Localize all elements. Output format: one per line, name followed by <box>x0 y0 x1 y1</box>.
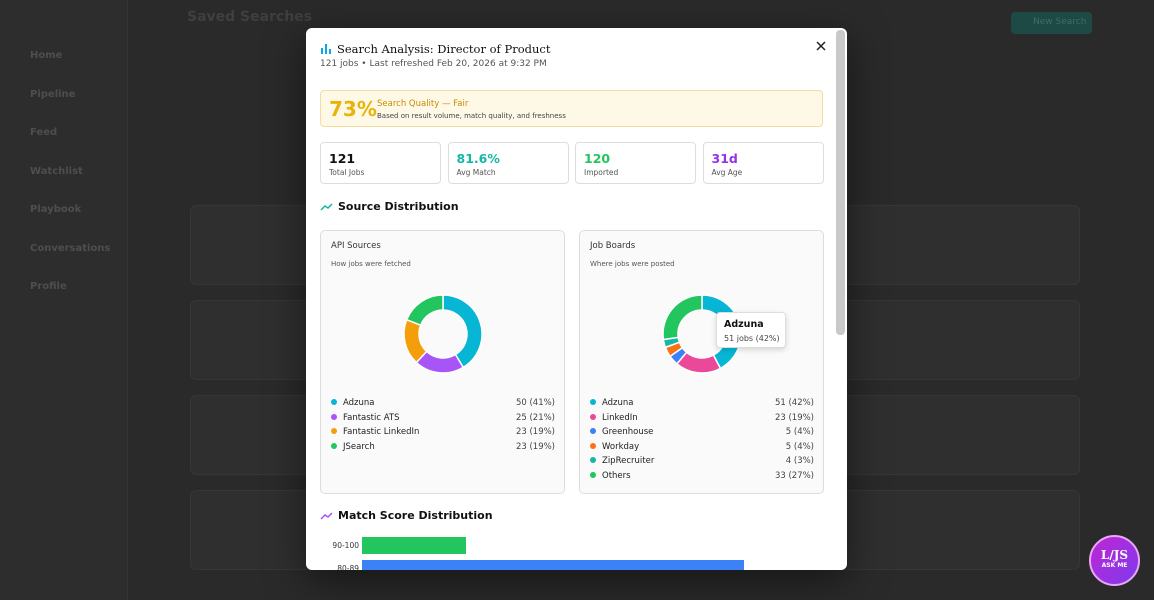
donut-slice <box>442 294 483 369</box>
scrollbar[interactable] <box>836 30 845 335</box>
assistant-logo: L/JS <box>1100 548 1129 562</box>
legend-name: Workday <box>602 441 640 452</box>
nav-item: Feed <box>30 127 58 138</box>
legend-row: Fantastic ATS 25 (21%) <box>331 413 555 423</box>
legend-value: 23 (19%) <box>774 412 814 423</box>
tooltip-title: Adzuna <box>724 319 764 330</box>
stat-value: 31d <box>711 151 738 166</box>
legend-row: ZipRecruiter 4 (3%) <box>590 456 814 466</box>
legend-name: Others <box>602 470 631 481</box>
chart-subtitle: Where jobs were posted <box>590 260 675 268</box>
legend-row: Adzuna 51 (42%) <box>590 398 814 408</box>
stat-label: Avg Age <box>711 168 743 177</box>
quality-score: 73% <box>329 97 377 121</box>
legend-value: 51 (42%) <box>774 398 814 408</box>
legend-row: Adzuna 50 (41%) <box>331 398 555 408</box>
stat-label: Avg Match <box>456 168 496 177</box>
donut-slice <box>405 294 444 327</box>
sidebar <box>0 0 128 600</box>
stat-card: 81.6% Avg Match <box>447 142 569 184</box>
legend-name: JSearch <box>343 441 375 452</box>
legend-name: Adzuna <box>602 398 634 408</box>
legend-value: 23 (19%) <box>515 441 555 452</box>
legend-name: Adzuna <box>343 398 375 408</box>
modal-title: Search Analysis: Director of Product <box>337 42 551 56</box>
stat-card: 120 Imported <box>575 142 696 184</box>
legend-value: 50 (41%) <box>515 398 555 408</box>
stat-label: Imported <box>584 168 619 177</box>
legend-dot <box>590 442 596 449</box>
modal-subtitle: 121 jobs • Last refreshed Feb 20, 2026 a… <box>320 59 547 69</box>
bar <box>362 560 744 570</box>
legend-value: 5 (4%) <box>785 441 814 452</box>
nav-item: Playbook <box>30 204 82 215</box>
legend-row: Workday 5 (4%) <box>590 442 814 452</box>
legend-row: LinkedIn 23 (19%) <box>590 413 814 423</box>
legend-value: 33 (27%) <box>774 470 814 481</box>
chart-subtitle: How jobs were fetched <box>331 260 411 268</box>
donut-chart <box>403 294 483 374</box>
bar-label: 80-89 <box>337 564 359 570</box>
close-button[interactable] <box>815 40 827 52</box>
nav-item: Home <box>30 50 63 61</box>
stat-card: 121 Total Jobs <box>320 142 441 184</box>
legend-value: 4 (3%) <box>785 456 814 466</box>
legend-name: Fantastic ATS <box>343 412 400 423</box>
new-search-button[interactable]: New Search <box>1011 12 1092 34</box>
legend-dot <box>590 399 596 405</box>
section-heading: Source Distribution <box>338 200 459 213</box>
chart-card: Job Boards Where jobs were posted Adzuna 51… <box>579 230 824 494</box>
legend-dot <box>331 442 337 449</box>
quality-label: Search Quality — Fair <box>377 99 469 109</box>
chart-card: API Sources How jobs were fetched Adzuna 50… <box>320 230 565 494</box>
legend-name: Greenhouse <box>602 427 654 437</box>
donut-slice <box>662 294 703 341</box>
legend-name: Fantastic LinkedIn <box>343 427 420 437</box>
legend-value: 23 (19%) <box>515 427 555 437</box>
legend-value: 5 (4%) <box>785 427 814 437</box>
analysis-modal: Search Analysis: Director of Product 121… <box>306 28 847 570</box>
nav-item: Watchlist <box>30 165 83 177</box>
chart-icon <box>321 44 331 54</box>
legend-name: LinkedIn <box>602 412 638 423</box>
stat-value: 121 <box>329 151 356 166</box>
tooltip-text: 51 jobs (42%) <box>724 334 780 343</box>
legend-dot <box>331 413 337 420</box>
chart-title: API Sources <box>331 241 381 251</box>
stat-card: 31d Avg Age <box>702 142 824 184</box>
legend-row: Others 33 (27%) <box>590 471 814 481</box>
chart-title: Job Boards <box>590 241 636 251</box>
legend-dot <box>331 428 337 434</box>
quality-box: 73% Search Quality — Fair Based on resul… <box>320 90 823 127</box>
legend-dot <box>590 413 596 420</box>
nav-item: Conversations <box>30 242 111 254</box>
legend-dot <box>590 428 596 434</box>
assistant-button[interactable]: L/JS ASK ME <box>1089 535 1140 586</box>
tooltip: Adzuna 51 jobs (42%) <box>716 312 786 348</box>
nav-item: Pipeline <box>30 88 76 100</box>
legend-dot <box>590 471 596 478</box>
legend-row: JSearch 23 (19%) <box>331 442 555 452</box>
assistant-label: ASK ME <box>1101 562 1128 569</box>
legend-name: ZipRecruiter <box>602 456 655 466</box>
donut-slice <box>403 318 428 364</box>
quality-description: Based on result volume, match quality, a… <box>377 112 566 120</box>
legend-dot <box>331 399 337 405</box>
nav-item: Profile <box>30 281 67 292</box>
page-title: Saved Searches <box>187 9 313 25</box>
bar-label: 90-100 <box>332 541 359 550</box>
trend-icon <box>320 512 333 520</box>
stat-value: 81.6% <box>456 151 500 166</box>
bar <box>362 537 467 554</box>
legend-dot <box>590 457 596 463</box>
section-heading: Match Score Distribution <box>338 509 493 522</box>
stat-label: Total Jobs <box>329 168 365 177</box>
legend-row: Greenhouse 5 (4%) <box>590 427 814 437</box>
legend-value: 25 (21%) <box>515 412 555 423</box>
stat-value: 120 <box>584 151 611 166</box>
trend-icon <box>320 203 333 211</box>
legend-row: Fantastic LinkedIn 23 (19%) <box>331 427 555 437</box>
